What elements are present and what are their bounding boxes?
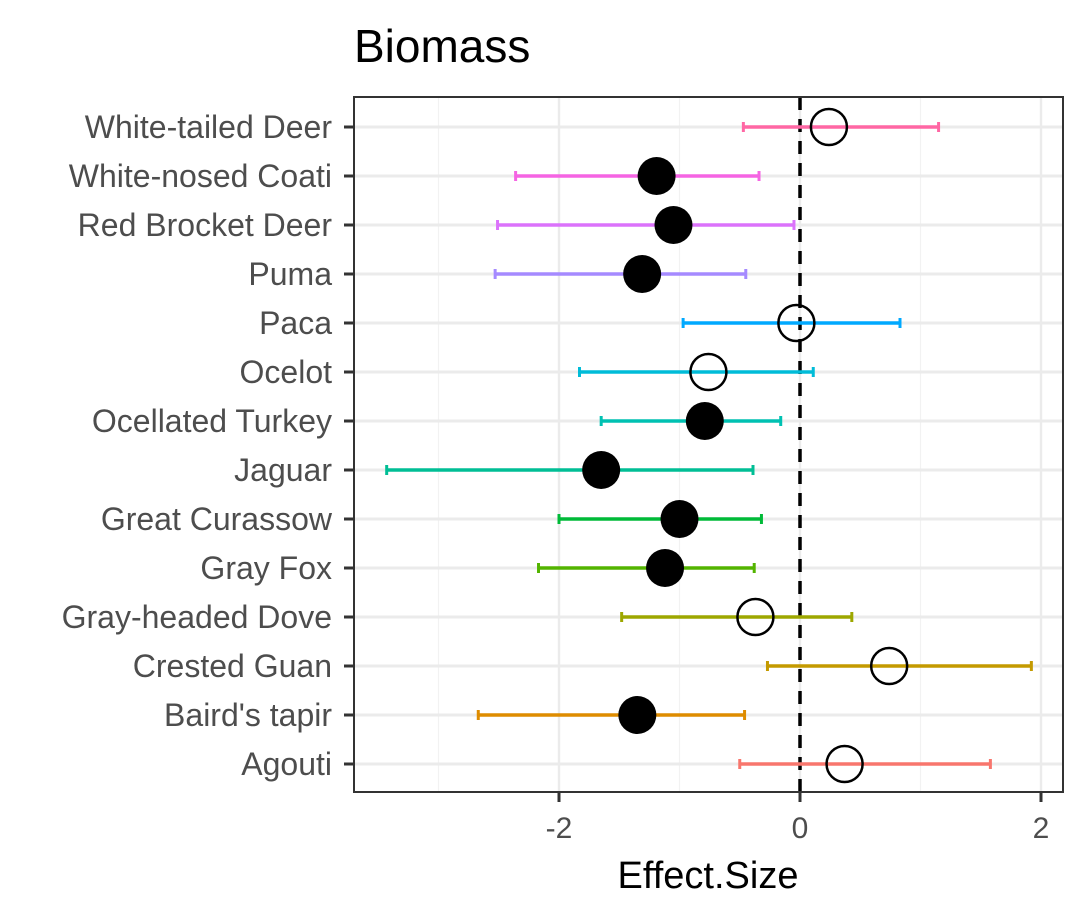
y-tick-label: Ocellated Turkey: [92, 403, 332, 439]
chart-title: Biomass: [354, 20, 530, 72]
point-estimate-filled: [654, 206, 693, 244]
y-tick-label: Great Curassow: [101, 501, 333, 537]
y-tick-label: Gray-headed Dove: [62, 599, 332, 635]
point-estimate-filled: [582, 451, 621, 489]
point-estimate-open: [825, 744, 864, 784]
point-estimate-filled: [637, 157, 676, 195]
point-estimate-filled: [660, 500, 699, 538]
x-tick-label: 0: [792, 812, 809, 845]
y-tick-label: Crested Guan: [133, 648, 332, 684]
y-tick-label: Ocelot: [240, 354, 333, 390]
x-axis-label: Effect.Size: [618, 855, 799, 897]
y-tick-label: Red Brocket Deer: [78, 207, 333, 243]
point-estimate-filled: [623, 255, 662, 293]
y-tick-label: Jaguar: [234, 452, 332, 488]
panel-background: [354, 97, 1063, 792]
point-estimate-filled: [685, 402, 724, 440]
y-tick-label: Paca: [259, 305, 332, 341]
point-estimate-open: [777, 303, 816, 343]
point-estimate-open: [809, 107, 849, 147]
x-tick-label: -2: [546, 812, 573, 845]
plot-area: White-tailed Deer White-nosed Coati Red Br…: [62, 96, 1064, 845]
point-estimate-open: [689, 352, 728, 392]
y-tick-label: White-tailed Deer: [85, 109, 333, 145]
point-estimate-filled: [646, 549, 685, 587]
y-tick-label: Puma: [248, 256, 332, 292]
point-estimate-open: [869, 646, 909, 686]
point-estimate-filled: [618, 696, 657, 734]
y-tick-label: Gray Fox: [200, 550, 332, 586]
point-estimate-open: [736, 597, 775, 637]
y-tick-label: Baird's tapir: [164, 697, 332, 733]
x-tick-label: 2: [1033, 812, 1050, 845]
panel-border: [353, 96, 1064, 793]
y-tick-label: White-nosed Coati: [69, 158, 332, 194]
y-tick-label: Agouti: [241, 746, 332, 782]
